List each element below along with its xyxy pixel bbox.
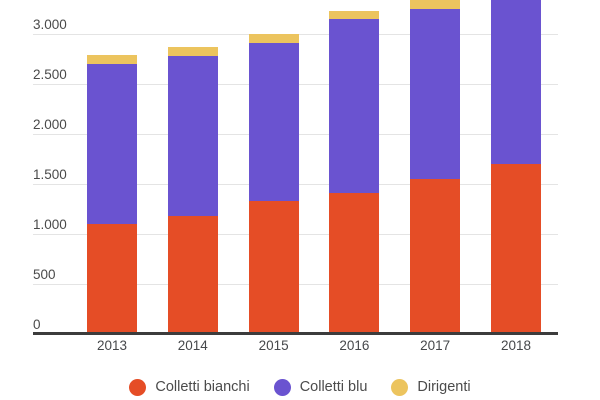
legend-label: Colletti bianchi: [155, 379, 250, 395]
bar-2017-dirigenti[interactable]: [410, 0, 461, 9]
x-tick-label: 2015: [258, 337, 289, 353]
bar-2013-dirigenti[interactable]: [87, 55, 137, 64]
bar-2013-colletti-blu[interactable]: [87, 64, 137, 224]
y-tick-label: 1.500: [33, 167, 67, 182]
legend-item-colletti-bianchi[interactable]: Colletti bianchi: [129, 379, 250, 396]
legend-dot-icon: [391, 379, 409, 396]
chart-legend: Colletti bianchi Colletti blu Dirigenti: [0, 379, 600, 396]
bar-2018-colletti-blu[interactable]: [491, 0, 541, 164]
x-tick-label: 2016: [339, 337, 370, 353]
y-tick-label: 2.500: [33, 67, 67, 82]
y-tick-label: 1.000: [33, 217, 67, 232]
bar-2014-colletti-blu[interactable]: [167, 56, 218, 216]
bar-2015-colletti-bianchi[interactable]: [248, 201, 299, 332]
bar-2016-colletti-blu[interactable]: [329, 19, 380, 193]
legend-label: Colletti blu: [299, 379, 368, 395]
x-tick-label: 2018: [500, 337, 532, 353]
bar-2017-colletti-bianchi[interactable]: [410, 179, 461, 332]
legend-item-dirigenti[interactable]: Dirigenti: [391, 379, 471, 396]
bar-2015-dirigenti[interactable]: [248, 34, 299, 43]
bar-2016-colletti-bianchi[interactable]: [329, 192, 380, 332]
x-tick-label: 2017: [420, 337, 451, 353]
x-axis-line: [33, 332, 558, 335]
x-tick-label: 2014: [177, 337, 208, 353]
bar-2018-colletti-bianchi[interactable]: [491, 163, 541, 332]
x-tick-label: 2013: [96, 337, 128, 353]
y-tick-label: 2.000: [33, 117, 67, 132]
y-tick-label: 0: [33, 317, 41, 332]
bar-2014-colletti-bianchi[interactable]: [167, 216, 218, 332]
legend-item-colletti-blu[interactable]: Colletti blu: [273, 379, 368, 396]
bar-2013-colletti-bianchi[interactable]: [87, 224, 137, 332]
legend-dot-icon: [273, 379, 291, 396]
bar-2017-colletti-blu[interactable]: [410, 9, 461, 179]
bar-2016-dirigenti[interactable]: [329, 10, 380, 19]
bar-2014-dirigenti[interactable]: [167, 47, 218, 56]
legend-dot-icon: [129, 379, 147, 396]
bar-2015-colletti-blu[interactable]: [248, 42, 299, 201]
legend-label: Dirigenti: [417, 379, 471, 395]
y-tick-label: 500: [33, 267, 56, 282]
y-tick-label: 3.000: [33, 17, 67, 32]
